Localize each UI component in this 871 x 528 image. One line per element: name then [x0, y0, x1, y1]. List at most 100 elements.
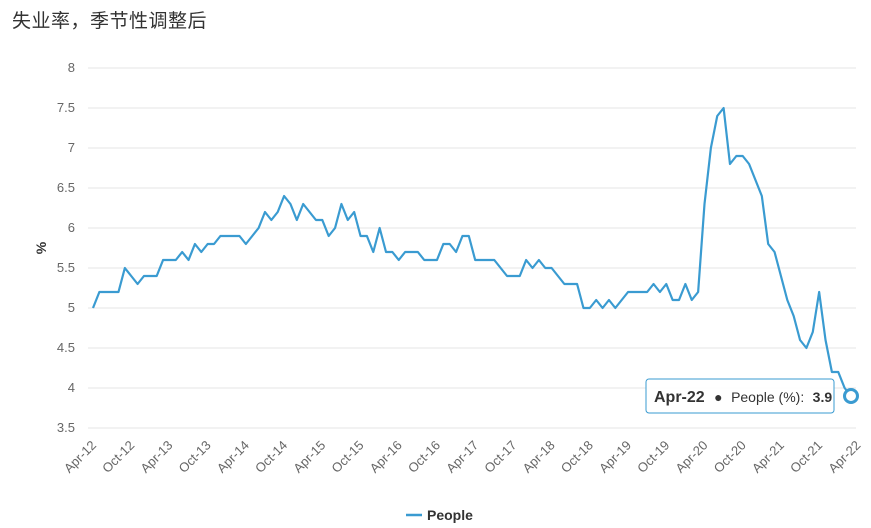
data-point[interactable] [339, 202, 343, 206]
data-point[interactable] [569, 282, 573, 286]
data-point[interactable] [269, 218, 273, 222]
data-point[interactable] [308, 210, 312, 214]
data-point[interactable] [702, 202, 706, 206]
data-point[interactable] [123, 266, 127, 270]
data-point[interactable] [384, 250, 388, 254]
data-point[interactable] [473, 258, 477, 262]
data-point[interactable] [486, 258, 490, 262]
data-point[interactable] [378, 226, 382, 230]
data-point[interactable] [422, 258, 426, 262]
data-point[interactable] [766, 242, 770, 246]
data-point[interactable] [741, 154, 745, 158]
data-point[interactable] [639, 290, 643, 294]
data-point[interactable] [760, 194, 764, 198]
data-point[interactable] [441, 242, 445, 246]
data-point[interactable] [314, 218, 318, 222]
data-point[interactable] [352, 210, 356, 214]
data-point[interactable] [416, 250, 420, 254]
data-point[interactable] [575, 282, 579, 286]
data-point[interactable] [817, 290, 821, 294]
data-point[interactable] [429, 258, 433, 262]
data-point[interactable] [499, 266, 503, 270]
data-point[interactable] [613, 306, 617, 310]
data-point[interactable] [824, 338, 828, 342]
data-point[interactable] [620, 298, 624, 302]
data-point[interactable] [581, 306, 585, 310]
data-point[interactable] [193, 242, 197, 246]
data-point[interactable] [843, 386, 847, 390]
data-point[interactable] [371, 250, 375, 254]
data-point[interactable] [677, 298, 681, 302]
data-point[interactable] [537, 258, 541, 262]
data-point[interactable] [671, 298, 675, 302]
data-point[interactable] [715, 114, 719, 118]
data-point[interactable] [148, 274, 152, 278]
data-point[interactable] [327, 234, 331, 238]
data-point[interactable] [448, 242, 452, 246]
legend-label[interactable]: People [427, 507, 473, 523]
data-point[interactable] [409, 250, 413, 254]
data-point[interactable] [550, 266, 554, 270]
data-point[interactable] [206, 242, 210, 246]
data-point[interactable] [218, 234, 222, 238]
data-point[interactable] [696, 290, 700, 294]
data-point[interactable] [225, 234, 229, 238]
data-point[interactable] [460, 234, 464, 238]
data-point[interactable] [626, 290, 630, 294]
data-point[interactable] [632, 290, 636, 294]
data-point[interactable] [562, 282, 566, 286]
data-point[interactable] [607, 298, 611, 302]
data-point[interactable] [231, 234, 235, 238]
data-point[interactable] [136, 282, 140, 286]
data-point[interactable] [129, 274, 133, 278]
data-point[interactable] [187, 258, 191, 262]
highlighted-point[interactable] [843, 388, 859, 404]
data-point[interactable] [722, 106, 726, 110]
data-point[interactable] [664, 282, 668, 286]
data-point[interactable] [333, 226, 337, 230]
data-point[interactable] [346, 218, 350, 222]
data-point[interactable] [104, 290, 108, 294]
data-point[interactable] [257, 226, 261, 230]
data-point[interactable] [811, 330, 815, 334]
data-point[interactable] [753, 178, 757, 182]
data-point[interactable] [518, 274, 522, 278]
data-point[interactable] [238, 234, 242, 238]
data-point[interactable] [524, 258, 528, 262]
data-point[interactable] [91, 306, 95, 310]
data-point[interactable] [365, 234, 369, 238]
data-point[interactable] [836, 370, 840, 374]
data-point[interactable] [180, 250, 184, 254]
data-point[interactable] [779, 274, 783, 278]
data-point[interactable] [97, 290, 101, 294]
data-point[interactable] [645, 290, 649, 294]
data-point[interactable] [199, 250, 203, 254]
data-point[interactable] [588, 306, 592, 310]
data-point[interactable] [690, 298, 694, 302]
data-point[interactable] [830, 370, 834, 374]
data-point[interactable] [390, 250, 394, 254]
data-point[interactable] [174, 258, 178, 262]
data-point[interactable] [161, 258, 165, 262]
data-point[interactable] [467, 234, 471, 238]
data-point[interactable] [683, 282, 687, 286]
data-point[interactable] [435, 258, 439, 262]
data-point[interactable] [155, 274, 159, 278]
data-point[interactable] [276, 210, 280, 214]
data-point[interactable] [167, 258, 171, 262]
data-point[interactable] [320, 218, 324, 222]
data-point[interactable] [658, 290, 662, 294]
data-point[interactable] [652, 282, 656, 286]
data-point[interactable] [511, 274, 515, 278]
data-point[interactable] [804, 346, 808, 350]
data-point[interactable] [543, 266, 547, 270]
data-point[interactable] [798, 338, 802, 342]
data-point[interactable] [709, 146, 713, 150]
data-point[interactable] [250, 234, 254, 238]
data-point[interactable] [288, 202, 292, 206]
data-point[interactable] [397, 258, 401, 262]
data-point[interactable] [734, 154, 738, 158]
data-point[interactable] [142, 274, 146, 278]
data-point[interactable] [116, 290, 120, 294]
